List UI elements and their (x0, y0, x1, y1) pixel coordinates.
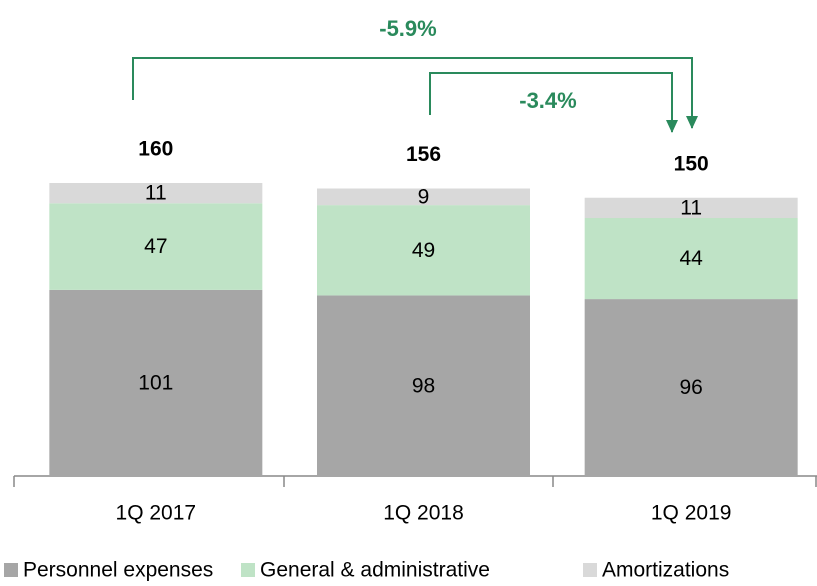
legend-label: Personnel expenses (23, 559, 213, 582)
bar-segment (317, 188, 530, 206)
total-label: 156 (406, 143, 441, 166)
bar-segment (49, 203, 263, 290)
annotation: -3.4% (519, 88, 576, 113)
value-label: 98 (412, 374, 435, 397)
legend-swatch (241, 563, 255, 577)
value-label: 96 (679, 376, 702, 399)
bar-segment (317, 205, 530, 296)
value-label: 49 (412, 239, 435, 262)
arrowhead (686, 116, 698, 129)
legend-swatch (4, 563, 18, 577)
legend-label: Amortizations (602, 559, 729, 582)
value-label: 44 (679, 247, 703, 270)
arrow (132, 57, 693, 128)
total-label: 160 (138, 138, 173, 161)
legend-swatch (583, 563, 597, 577)
bar-segment (584, 299, 798, 476)
bar-segment (49, 183, 263, 204)
total-label: 150 (674, 152, 709, 175)
annotation: -5.9% (379, 16, 436, 41)
arrowhead (666, 120, 678, 133)
value-label: 9 (418, 185, 430, 208)
value-label: 101 (138, 371, 173, 394)
value-label: 47 (144, 235, 167, 258)
x-tick-label: 1Q 2019 (651, 502, 732, 525)
x-tick-label: 1Q 2018 (383, 502, 464, 525)
bar-segment (584, 197, 798, 219)
value-label: 11 (145, 182, 167, 205)
x-tick-label: 1Q 2017 (116, 502, 197, 525)
arrow (429, 72, 673, 132)
bar-segment (584, 218, 798, 300)
value-label: 11 (680, 196, 702, 219)
bar-segment (317, 295, 530, 476)
bar-segment (49, 289, 263, 476)
legend-label: General & administrative (260, 559, 490, 582)
